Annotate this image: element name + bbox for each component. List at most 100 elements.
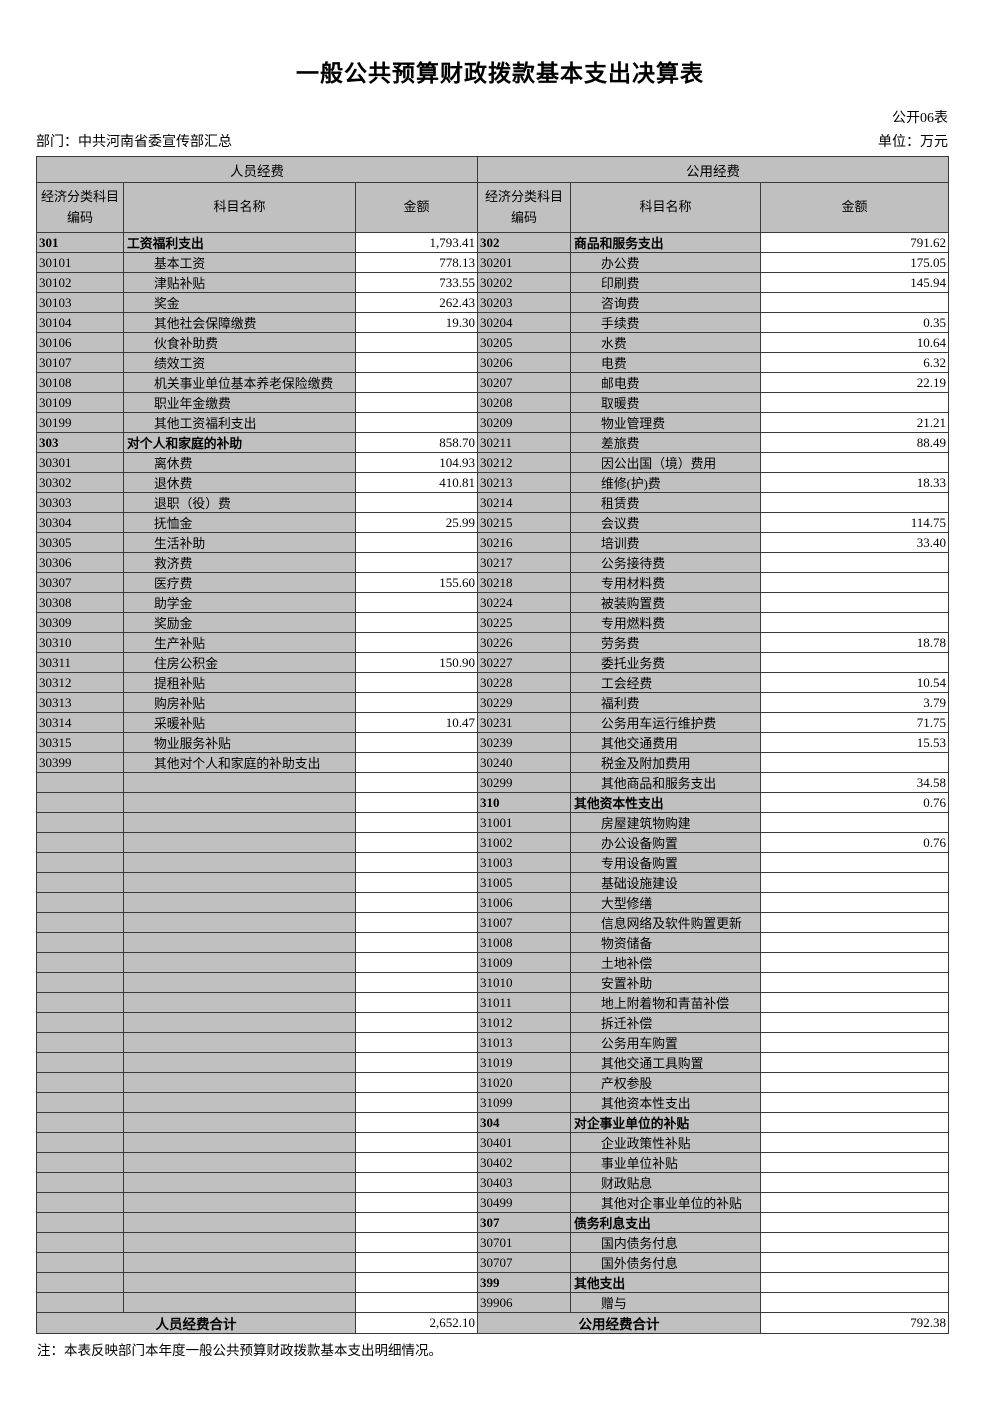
table-row: 30310 生产补贴 30226 劳务费 18.78 — [36, 632, 950, 653]
code-cell-right: 30299 — [477, 772, 572, 793]
name-cell-left: 抚恤金 — [123, 512, 356, 533]
amount-cell-left — [354, 752, 479, 773]
group-header-public: 公用经费 — [477, 156, 950, 183]
name-cell-left: 机关事业单位基本养老保险缴费 — [123, 372, 356, 393]
code-cell-left — [36, 892, 124, 913]
table-row: 30499 其他对企事业单位的补贴 — [36, 1192, 950, 1213]
table-body: 301 工资福利支出 1,793.41 302 商品和服务支出 791.62 3… — [36, 232, 950, 1313]
name-cell-right: 差旅费 — [570, 432, 762, 453]
code-cell-left — [36, 952, 124, 973]
code-cell-right: 31011 — [477, 992, 572, 1013]
amount-cell-left — [354, 1172, 479, 1193]
table-row: 30107 绩效工资 30206 电费 6.32 — [36, 352, 950, 373]
code-cell-right: 30240 — [477, 752, 572, 773]
name-cell-left — [123, 1272, 356, 1293]
amount-cell-left — [354, 692, 479, 713]
name-cell-right: 其他资本性支出 — [570, 792, 762, 813]
table-row: 30403 财政贴息 — [36, 1172, 950, 1193]
name-cell-left — [123, 932, 356, 953]
name-cell-left: 离休费 — [123, 452, 356, 473]
name-cell-right: 会议费 — [570, 512, 762, 533]
name-cell-left — [123, 1032, 356, 1053]
code-cell-left — [36, 1232, 124, 1253]
code-cell-left — [36, 772, 124, 793]
name-cell-left: 助学金 — [123, 592, 356, 613]
code-cell-left: 30305 — [36, 532, 124, 553]
amount-cell-left — [354, 1012, 479, 1033]
name-cell-right: 因公出国（境）费用 — [570, 452, 762, 473]
amount-cell-right: 145.94 — [760, 272, 950, 293]
amount-cell-right — [760, 492, 950, 513]
amount-cell-left — [354, 1252, 479, 1273]
amount-cell-left — [354, 1112, 479, 1133]
code-cell-left — [36, 832, 124, 853]
amount-cell-left — [354, 812, 479, 833]
code-cell-left: 30314 — [36, 712, 124, 733]
amount-cell-right — [760, 612, 950, 633]
code-cell-left — [36, 1132, 124, 1153]
amount-cell-right — [760, 932, 950, 953]
meta-row: 部门：中共河南省委宣传部汇总 单位：万元 — [36, 131, 948, 151]
code-cell-right: 30201 — [477, 252, 572, 273]
name-cell-right: 培训费 — [570, 532, 762, 553]
amount-cell-right — [760, 392, 950, 413]
code-cell-right: 31012 — [477, 1012, 572, 1033]
table-row: 30305 生活补助 30216 培训费 33.40 — [36, 532, 950, 553]
amount-cell-right: 0.76 — [760, 832, 950, 853]
amount-cell-left: 104.93 — [354, 452, 479, 473]
code-cell-right: 31019 — [477, 1052, 572, 1073]
amount-cell-left — [354, 1212, 479, 1233]
amount-cell-left — [354, 672, 479, 693]
amount-cell-left: 10.47 — [354, 712, 479, 733]
code-cell-right: 30212 — [477, 452, 572, 473]
name-cell-left — [123, 892, 356, 913]
amount-cell-left — [354, 852, 479, 873]
unit-label: 单位：万元 — [878, 135, 948, 150]
name-cell-left — [123, 952, 356, 973]
name-cell-left: 提租补贴 — [123, 672, 356, 693]
code-cell-right: 30217 — [477, 552, 572, 573]
amount-cell-left: 778.13 — [354, 252, 479, 273]
code-cell-right: 31009 — [477, 952, 572, 973]
name-cell-right: 其他交通工具购置 — [570, 1052, 762, 1073]
amount-cell-left — [354, 912, 479, 933]
code-cell-left — [36, 1052, 124, 1073]
code-cell-left: 30109 — [36, 392, 124, 413]
code-cell-left — [36, 852, 124, 873]
name-cell-right: 印刷费 — [570, 272, 762, 293]
column-header-name-left: 科目名称 — [123, 182, 356, 233]
footnote: 注：本表反映部门本年度一般公共预算财政拨款基本支出明细情况。 — [37, 1343, 442, 1358]
name-cell-left — [123, 1092, 356, 1113]
amount-cell-left — [354, 872, 479, 893]
code-cell-left — [36, 1192, 124, 1213]
amount-cell-right — [760, 1152, 950, 1173]
amount-cell-right — [760, 1292, 950, 1313]
amount-cell-right: 114.75 — [760, 512, 950, 533]
code-cell-left — [36, 932, 124, 953]
name-cell-left: 物业服务补贴 — [123, 732, 356, 753]
name-cell-left — [123, 1132, 356, 1153]
code-cell-left: 30108 — [36, 372, 124, 393]
code-cell-left — [36, 912, 124, 933]
name-cell-right: 安置补助 — [570, 972, 762, 993]
code-cell-left: 30106 — [36, 332, 124, 353]
name-cell-left — [123, 1052, 356, 1073]
code-cell-left — [36, 792, 124, 813]
code-cell-left: 30302 — [36, 472, 124, 493]
name-cell-right: 大型修缮 — [570, 892, 762, 913]
table-row: 31003 专用设备购置 — [36, 852, 950, 873]
code-cell-right: 31013 — [477, 1032, 572, 1053]
amount-cell-right — [760, 1092, 950, 1113]
amount-cell-left: 25.99 — [354, 512, 479, 533]
name-cell-right: 信息网络及软件购置更新 — [570, 912, 762, 933]
name-cell-left: 津贴补贴 — [123, 272, 356, 293]
amount-cell-left — [354, 1052, 479, 1073]
name-cell-left: 基本工资 — [123, 252, 356, 273]
amount-cell-left — [354, 1152, 479, 1173]
code-cell-right: 30239 — [477, 732, 572, 753]
table-row: 30108 机关事业单位基本养老保险缴费 30207 邮电费 22.19 — [36, 372, 950, 393]
name-cell-left: 伙食补助费 — [123, 332, 356, 353]
code-cell-left: 30311 — [36, 652, 124, 673]
code-cell-right: 30499 — [477, 1192, 572, 1213]
amount-cell-right: 22.19 — [760, 372, 950, 393]
